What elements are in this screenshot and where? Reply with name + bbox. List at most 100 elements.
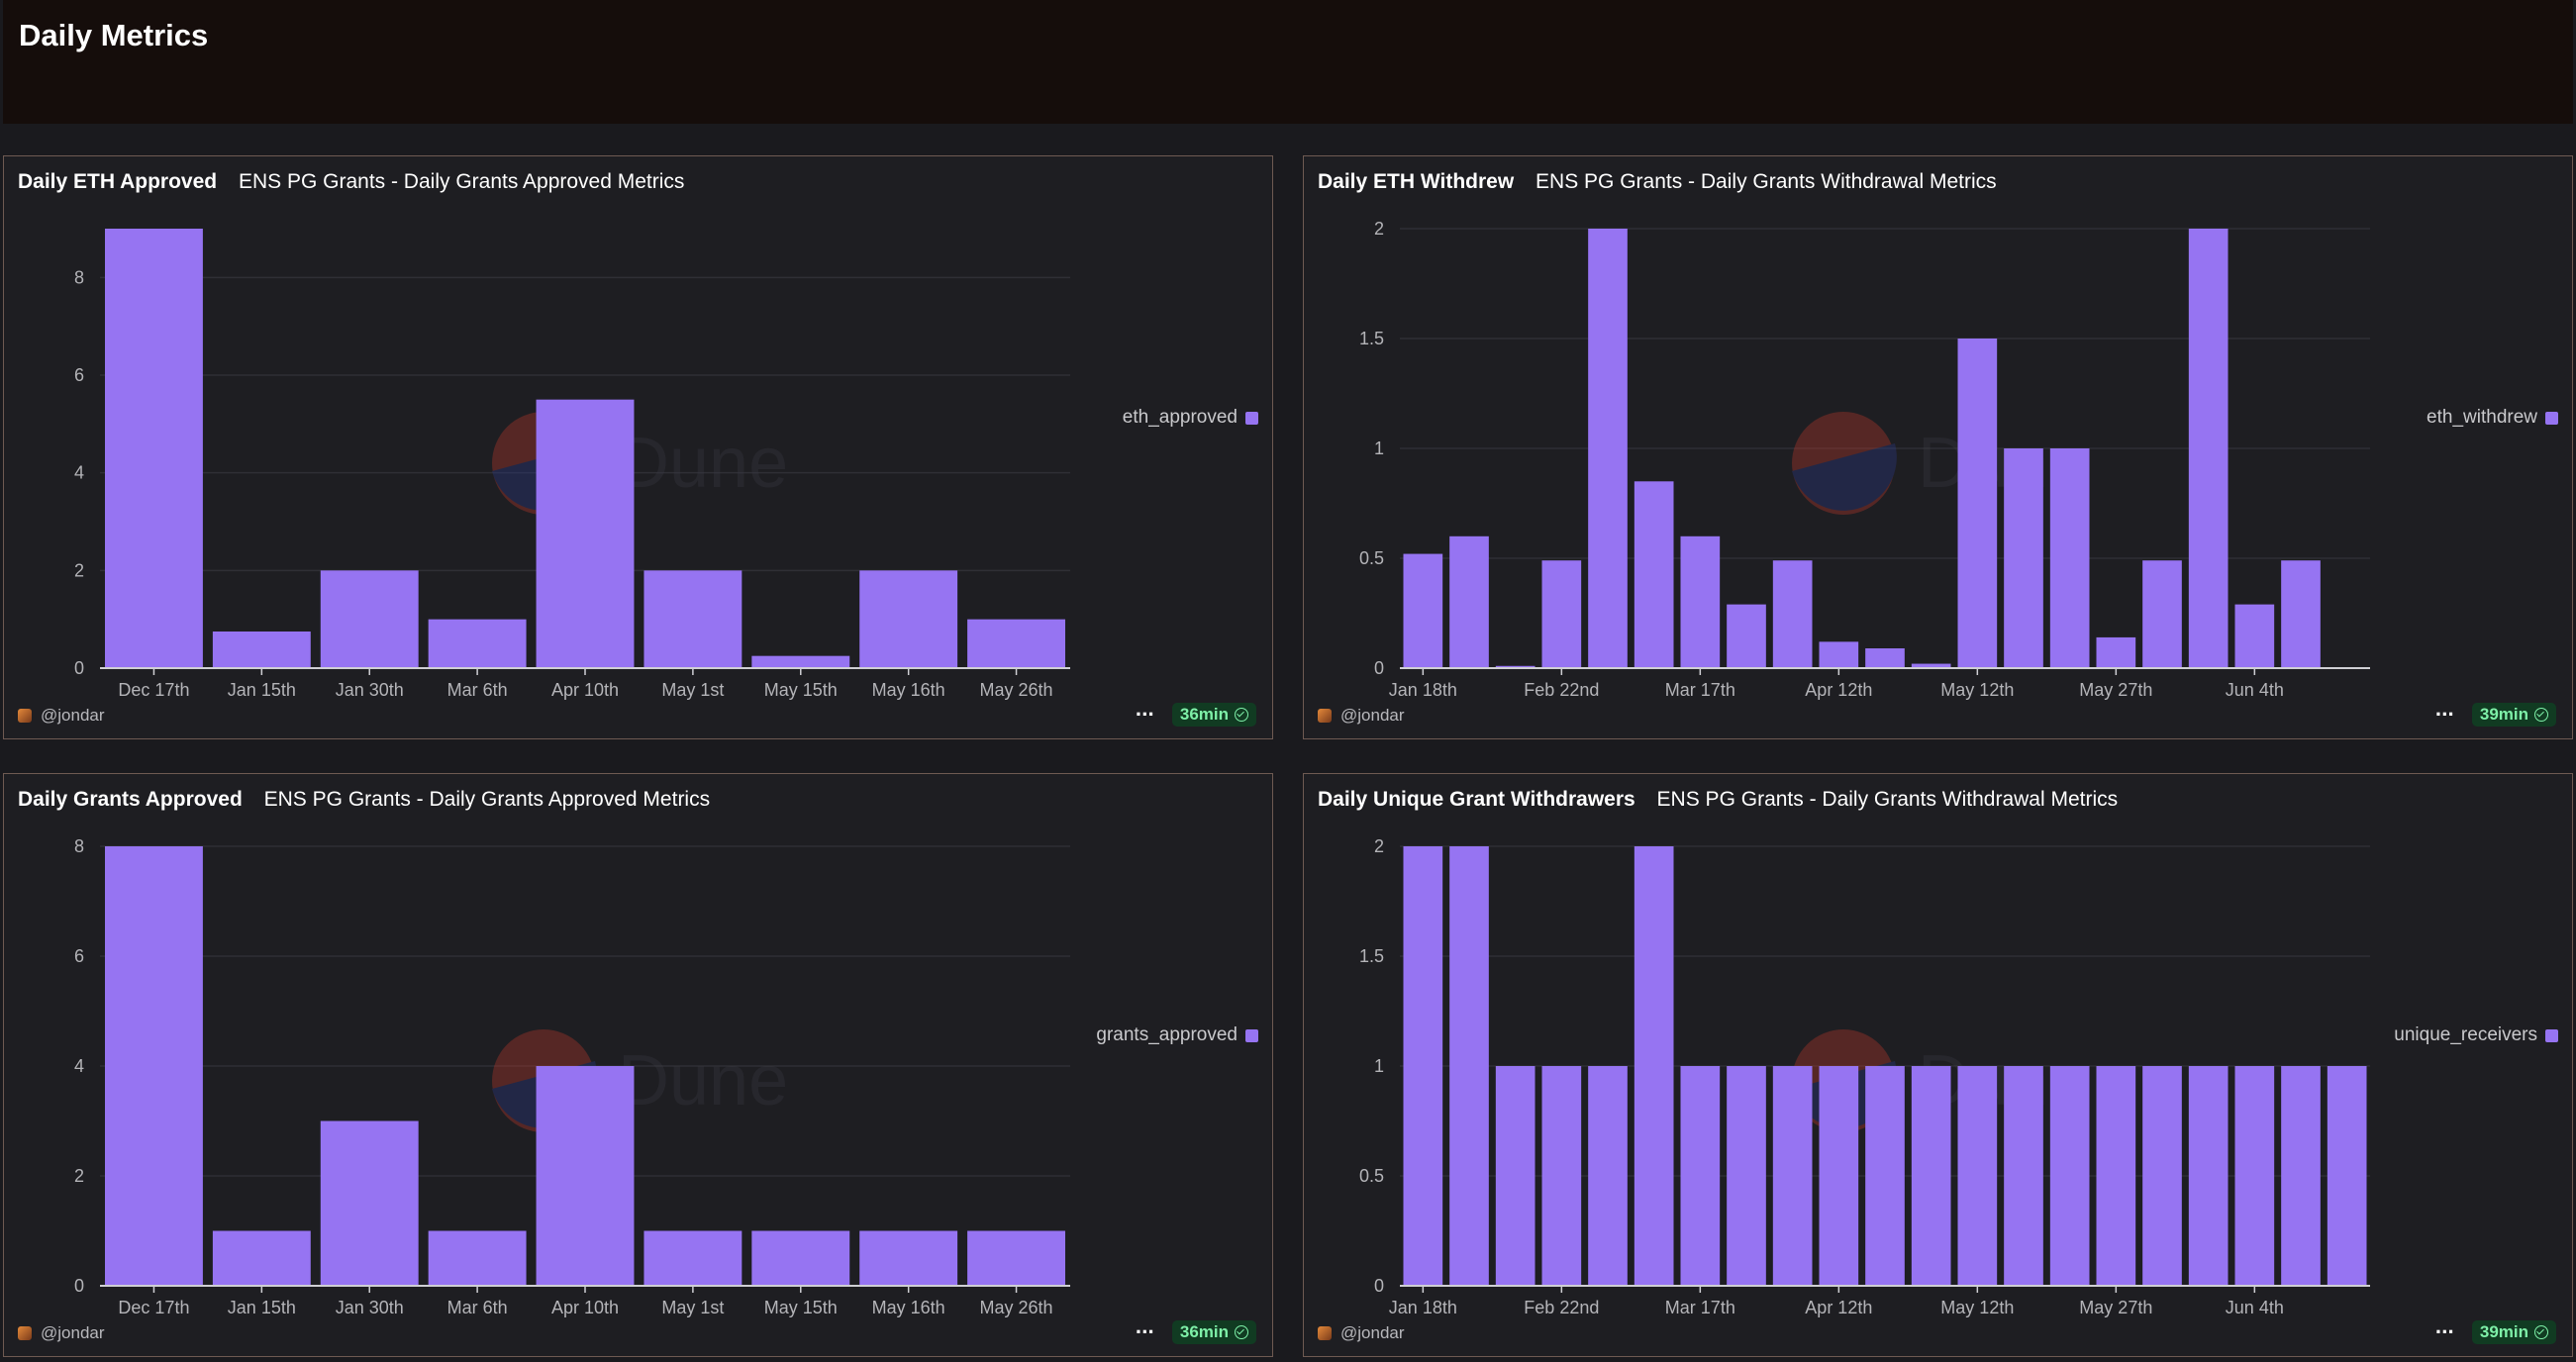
- bar[interactable]: [2049, 1066, 2090, 1286]
- bar[interactable]: [2004, 1066, 2043, 1286]
- bar[interactable]: [1634, 846, 1674, 1286]
- bar[interactable]: [1588, 229, 1628, 668]
- bar[interactable]: [1911, 663, 1951, 668]
- bar[interactable]: [1772, 560, 1813, 668]
- author[interactable]: @jondar: [1318, 706, 1405, 726]
- bar[interactable]: [2004, 448, 2043, 668]
- bar[interactable]: [859, 570, 958, 668]
- bar[interactable]: [2049, 448, 2090, 668]
- bar[interactable]: [105, 846, 203, 1286]
- panel-title[interactable]: Daily Unique Grant Withdrawers ENS PG Gr…: [1318, 788, 2118, 812]
- x-tick-label: May 16th: [872, 1298, 945, 1317]
- bar[interactable]: [751, 655, 850, 668]
- bar[interactable]: [2142, 560, 2182, 668]
- bar[interactable]: [1495, 1066, 1536, 1286]
- x-tick-label: Jun 4th: [2226, 1298, 2284, 1317]
- legend-swatch: [1245, 411, 1258, 425]
- x-tick-label: Dec 17th: [118, 1298, 189, 1317]
- bar[interactable]: [2096, 1066, 2136, 1286]
- refresh-age: 36min: [1179, 1322, 1229, 1341]
- bar[interactable]: [2142, 1066, 2182, 1286]
- bar[interactable]: [1865, 1066, 1905, 1286]
- legend-label: grants_approved: [1096, 1024, 1238, 1045]
- y-tick-label: 0.5: [1359, 548, 1384, 568]
- legend: eth_approved: [1123, 407, 1258, 429]
- bar[interactable]: [1680, 535, 1721, 668]
- bar[interactable]: [1541, 1066, 1582, 1286]
- more-options-icon[interactable]: ···: [1135, 1319, 1155, 1344]
- author[interactable]: @jondar: [18, 1323, 105, 1343]
- x-tick-label: May 27th: [2079, 680, 2152, 700]
- x-tick-label: Apr 12th: [1805, 1298, 1872, 1317]
- more-options-icon[interactable]: ···: [2434, 1319, 2455, 1344]
- refresh-badge[interactable]: 39min: [2471, 703, 2556, 727]
- bar[interactable]: [1911, 1066, 1951, 1286]
- refresh-badge[interactable]: 36min: [1171, 1320, 1256, 1344]
- bar[interactable]: [2234, 1066, 2275, 1286]
- avatar: [18, 1326, 32, 1340]
- x-tick-label: Mar 17th: [1665, 680, 1735, 700]
- author[interactable]: @jondar: [18, 706, 105, 726]
- query-name: ENS PG Grants - Daily Grants Approved Me…: [263, 788, 711, 811]
- bar[interactable]: [1403, 846, 1443, 1286]
- bar[interactable]: [1588, 1066, 1628, 1286]
- bar[interactable]: [1634, 481, 1674, 668]
- x-tick-label: May 1st: [661, 680, 724, 700]
- chart-title: Daily ETH Withdrew: [1318, 170, 1515, 193]
- bar[interactable]: [320, 570, 419, 668]
- bar[interactable]: [428, 619, 527, 668]
- refresh-badge[interactable]: 36min: [1171, 703, 1256, 727]
- bar[interactable]: [1449, 846, 1489, 1286]
- more-options-icon[interactable]: ···: [2434, 702, 2455, 727]
- bar[interactable]: [2281, 1066, 2321, 1286]
- bar[interactable]: [1772, 1066, 1813, 1286]
- bar[interactable]: [1495, 665, 1536, 668]
- bar[interactable]: [751, 1230, 850, 1287]
- panel-title[interactable]: Daily Grants Approved ENS PG Grants - Da…: [18, 788, 710, 812]
- bar[interactable]: [1865, 648, 1905, 668]
- bar[interactable]: [967, 619, 1065, 668]
- bar-chart: 0 2 4 6 8 Dune Dec 17th Jan 15th Jan 30th Mar 6th…: [74, 229, 1070, 700]
- bar[interactable]: [428, 1230, 527, 1287]
- bar[interactable]: [536, 1066, 635, 1286]
- refresh-badge[interactable]: 39min: [2471, 1320, 2556, 1344]
- y-tick-label: 0: [74, 1276, 84, 1296]
- bar[interactable]: [1727, 604, 1766, 668]
- bar[interactable]: [644, 570, 743, 668]
- more-options-icon[interactable]: ···: [1135, 702, 1155, 727]
- author[interactable]: @jondar: [1318, 1323, 1405, 1343]
- chart-title: Daily ETH Approved: [18, 170, 218, 193]
- bar[interactable]: [1403, 553, 1443, 668]
- bar[interactable]: [105, 229, 203, 668]
- bar[interactable]: [1819, 641, 1859, 668]
- x-tick-label: Mar 6th: [447, 680, 508, 700]
- bar[interactable]: [2188, 229, 2229, 668]
- bar[interactable]: [212, 632, 311, 668]
- bar[interactable]: [1819, 1066, 1859, 1286]
- chart-panel-grants-approved: 0 2 4 6 8 Dune Dec 17th Jan 15th Jan 30th Mar 6th…: [3, 773, 1273, 1357]
- bar[interactable]: [320, 1120, 419, 1287]
- bar[interactable]: [967, 1230, 1065, 1287]
- bar[interactable]: [2281, 560, 2321, 668]
- chart-title: Daily Grants Approved: [18, 788, 243, 811]
- bar[interactable]: [2096, 636, 2136, 668]
- bar[interactable]: [1680, 1066, 1721, 1286]
- bar[interactable]: [212, 1230, 311, 1287]
- bar[interactable]: [2188, 1066, 2229, 1286]
- bar[interactable]: [1727, 1066, 1766, 1286]
- bar[interactable]: [2327, 1066, 2367, 1286]
- bar[interactable]: [1957, 1066, 1998, 1286]
- bar[interactable]: [644, 1230, 743, 1287]
- bar[interactable]: [2234, 604, 2275, 668]
- bar[interactable]: [536, 399, 635, 668]
- bar[interactable]: [1541, 560, 1582, 668]
- bar[interactable]: [859, 1230, 958, 1287]
- bar[interactable]: [1957, 339, 1998, 668]
- panel-footer: ··· 36min: [1136, 703, 1256, 727]
- legend: unique_receivers: [2394, 1024, 2558, 1046]
- x-tick-label: Jan 30th: [336, 1298, 404, 1317]
- panel-title[interactable]: Daily ETH Withdrew ENS PG Grants - Daily…: [1318, 170, 1997, 194]
- x-tick-label: May 27th: [2079, 1298, 2152, 1317]
- bar[interactable]: [1449, 535, 1489, 668]
- panel-title[interactable]: Daily ETH Approved ENS PG Grants - Daily…: [18, 170, 684, 194]
